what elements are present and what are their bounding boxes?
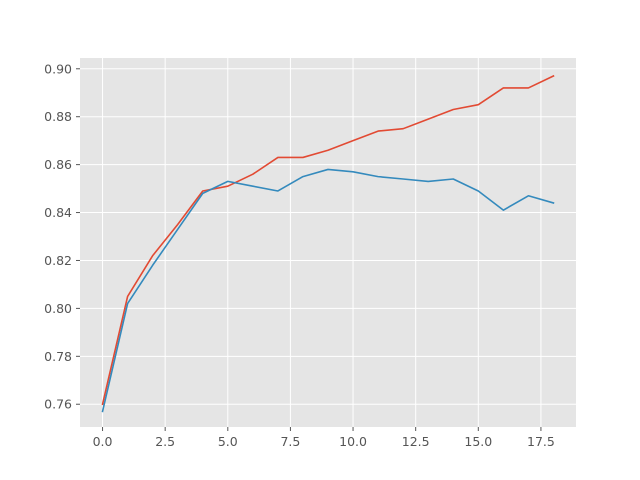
x-tick-label: 5.0 [218, 434, 238, 449]
y-tick-label: 0.90 [44, 61, 72, 76]
y-tick-label: 0.84 [44, 205, 72, 220]
y-tick-label: 0.88 [44, 109, 72, 124]
x-tick-label: 15.0 [464, 434, 492, 449]
y-tick-label: 0.78 [44, 349, 72, 364]
y-axis: 0.76 0.78 0.80 0.82 0.84 0.86 0.88 0.90 [44, 61, 80, 412]
plot-area [80, 58, 576, 427]
series-layer [101, 74, 555, 413]
series-line-2 [101, 168, 555, 413]
y-tick-label: 0.86 [44, 157, 72, 172]
x-tick-label: 10.0 [339, 434, 367, 449]
series-line-1 [101, 74, 555, 406]
x-tick-label: 17.5 [527, 434, 555, 449]
y-tick-label: 0.80 [44, 301, 72, 316]
x-axis: 0.0 2.5 5.0 7.5 10.0 12.5 15.0 17.5 [93, 427, 555, 449]
grid-lines [80, 58, 576, 427]
x-tick-label: 2.5 [155, 434, 175, 449]
y-tick-label: 0.82 [44, 253, 72, 268]
x-tick-label: 12.5 [402, 434, 430, 449]
x-tick-label: 7.5 [280, 434, 300, 449]
y-tick-label: 0.76 [44, 397, 72, 412]
x-tick-label: 0.0 [93, 434, 113, 449]
